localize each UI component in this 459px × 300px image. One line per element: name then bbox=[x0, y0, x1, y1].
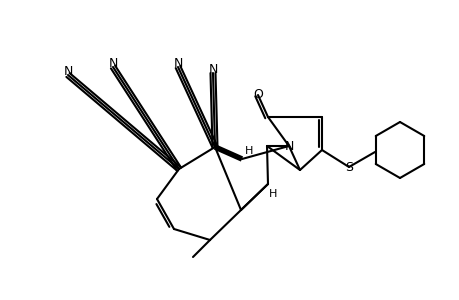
Text: O: O bbox=[252, 88, 263, 100]
Text: N: N bbox=[284, 140, 293, 152]
Text: S: S bbox=[344, 160, 352, 173]
Text: N: N bbox=[108, 56, 118, 70]
Text: H: H bbox=[268, 189, 277, 199]
Text: H: H bbox=[244, 146, 252, 156]
Text: N: N bbox=[173, 56, 182, 70]
Text: N: N bbox=[208, 62, 217, 76]
Text: N: N bbox=[63, 64, 73, 77]
